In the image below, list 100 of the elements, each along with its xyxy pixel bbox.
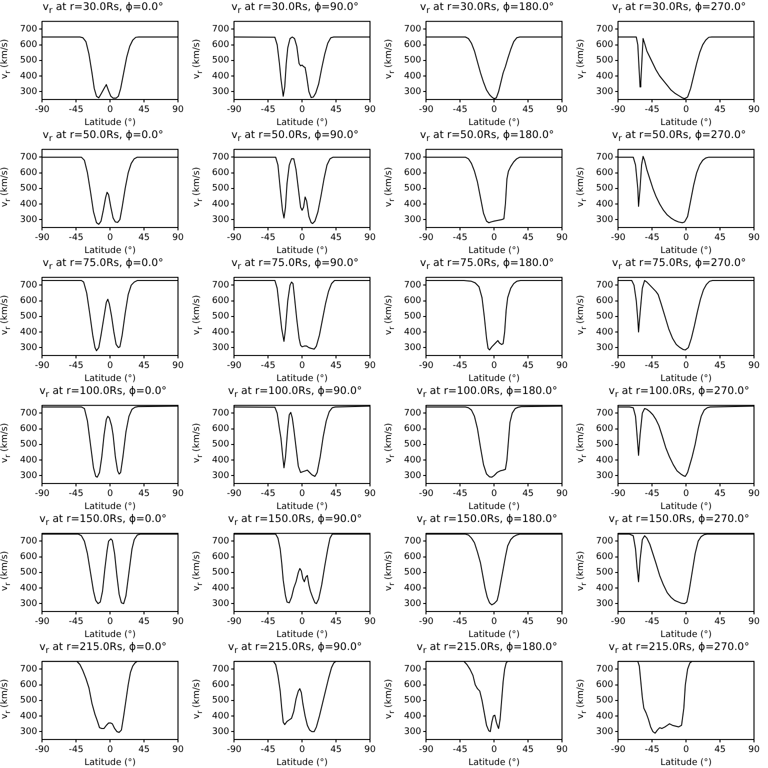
x-tick-label: 0: [491, 233, 498, 244]
x-tick-label: 45: [138, 105, 150, 116]
x-tick-label: -90: [610, 105, 626, 116]
y-tick-label: 500: [596, 568, 614, 578]
x-tick-label: 0: [491, 617, 498, 628]
y-tick-label: 300: [596, 470, 614, 481]
y-tick-label: 600: [404, 296, 422, 306]
x-tick-label: 45: [138, 361, 150, 372]
x-tick-label: -45: [260, 745, 276, 756]
y-tick-label: 700: [212, 664, 230, 675]
x-axis-title: Latitude (°): [468, 246, 520, 256]
chart-title: v$_{r}$ at r=75.0Rs, ϕ=180.0°: [418, 256, 556, 272]
y-tick-label: 300: [212, 726, 230, 737]
x-tick-label: 0: [683, 105, 690, 116]
y-tick-label: 500: [404, 56, 422, 66]
y-tick-label: 500: [596, 440, 614, 450]
y-tick-label: 600: [404, 40, 422, 50]
chart-title: v$_{r}$ at r=30.0Rs, ϕ=270.0°: [610, 0, 748, 16]
x-tick-label: -90: [418, 617, 434, 628]
y-tick-label: 300: [212, 86, 230, 97]
x-tick-label: 0: [299, 617, 306, 628]
y-tick-label: 500: [596, 312, 614, 322]
y-tick-label: 700: [404, 24, 422, 35]
y-tick-label: 400: [20, 199, 38, 210]
x-tick-label: 90: [556, 617, 568, 628]
y-tick-label: 400: [596, 455, 614, 466]
y-tick-label: 500: [404, 440, 422, 450]
x-axis-title: Latitude (°): [468, 630, 520, 640]
x-tick-label: -45: [452, 489, 468, 500]
y-tick-label: 600: [404, 552, 422, 562]
y-tick-label: 400: [596, 583, 614, 594]
x-tick-label: -90: [610, 745, 626, 756]
chart-title: v$_{r}$ at r=30.0Rs, ϕ=180.0°: [418, 0, 556, 16]
x-tick-label: 90: [556, 489, 568, 500]
x-axis-title: Latitude (°): [276, 502, 328, 512]
y-tick-label: 500: [212, 568, 230, 578]
y-tick-label: 500: [20, 184, 38, 194]
y-tick-label: 300: [20, 470, 38, 481]
x-tick-label: -45: [68, 361, 84, 372]
x-axis-title: Latitude (°): [84, 630, 136, 640]
x-tick-label: -90: [610, 617, 626, 628]
y-tick-label: 700: [404, 536, 422, 547]
y-tick-label: 500: [212, 56, 230, 66]
x-tick-label: -45: [452, 745, 468, 756]
x-tick-label: 90: [748, 105, 760, 116]
y-tick-label: 300: [404, 470, 422, 481]
x-tick-label: 0: [299, 489, 306, 500]
x-tick-label: 90: [556, 233, 568, 244]
y-tick-label: 700: [596, 152, 614, 163]
y-tick-label: 300: [212, 598, 230, 609]
x-tick-label: -45: [644, 361, 660, 372]
x-tick-label: -45: [68, 617, 84, 628]
y-tick-label: 600: [20, 296, 38, 306]
x-tick-label: -90: [418, 233, 434, 244]
x-tick-label: -45: [644, 617, 660, 628]
y-tick-label: 700: [404, 152, 422, 163]
y-tick-label: 600: [596, 168, 614, 178]
x-axis-title: Latitude (°): [84, 374, 136, 384]
y-tick-label: 600: [596, 40, 614, 50]
x-tick-label: 45: [714, 617, 726, 628]
x-tick-label: 90: [172, 745, 184, 756]
x-tick-label: 0: [107, 233, 114, 244]
x-tick-label: 45: [138, 745, 150, 756]
y-tick-label: 300: [20, 86, 38, 97]
chart-title: v$_{r}$ at r=150.0Rs, ϕ=180.0°: [416, 512, 558, 528]
chart-title: v$_{r}$ at r=50.0Rs, ϕ=180.0°: [418, 128, 556, 144]
x-tick-label: 45: [138, 617, 150, 628]
x-tick-label: 90: [364, 489, 376, 500]
x-tick-label: 45: [522, 489, 534, 500]
x-tick-label: 0: [299, 105, 306, 116]
x-tick-label: 45: [522, 361, 534, 372]
y-tick-label: 700: [404, 664, 422, 675]
x-tick-label: -90: [418, 489, 434, 500]
x-tick-label: 0: [683, 361, 690, 372]
x-tick-label: 45: [330, 745, 342, 756]
x-tick-label: -45: [452, 361, 468, 372]
y-tick-label: 700: [20, 408, 38, 419]
y-tick-label: 400: [212, 71, 230, 82]
x-tick-label: -45: [68, 489, 84, 500]
y-tick-label: 300: [20, 598, 38, 609]
x-tick-label: 90: [748, 361, 760, 372]
chart-title: v$_{r}$ at r=215.0Rs, ϕ=0.0°: [38, 640, 168, 656]
y-tick-label: 700: [596, 408, 614, 419]
y-tick-label: 500: [404, 696, 422, 706]
x-tick-label: 45: [138, 489, 150, 500]
y-tick-label: 700: [596, 664, 614, 675]
x-tick-label: 90: [364, 617, 376, 628]
x-axis-title: Latitude (°): [276, 118, 328, 128]
x-tick-label: -45: [260, 489, 276, 500]
y-tick-label: 300: [20, 726, 38, 737]
y-tick-label: 300: [596, 214, 614, 225]
y-tick-label: 600: [404, 168, 422, 178]
x-tick-label: -45: [68, 745, 84, 756]
x-tick-label: 45: [522, 617, 534, 628]
y-tick-label: 400: [20, 71, 38, 82]
x-tick-label: -45: [260, 233, 276, 244]
x-tick-label: 0: [299, 361, 306, 372]
y-tick-label: 500: [20, 312, 38, 322]
x-tick-label: 45: [138, 233, 150, 244]
y-tick-label: 700: [212, 280, 230, 291]
